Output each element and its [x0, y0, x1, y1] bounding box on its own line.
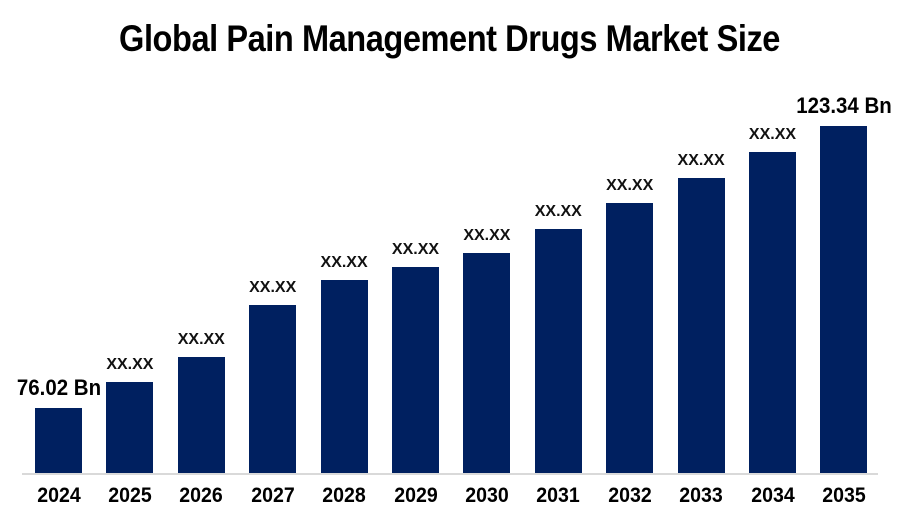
- x-tick-label-2032: 2032: [607, 484, 652, 507]
- bar-2034: [749, 152, 796, 473]
- x-tick-label-2035: 2035: [822, 484, 866, 507]
- x-tick-label-2031: 2031: [536, 484, 581, 507]
- bar-2028: [320, 280, 368, 473]
- x-tick-label-2029: 2029: [393, 484, 438, 507]
- bar-value-label-2034: XX.XX: [748, 126, 797, 143]
- bar-value-label-2030: XX.XX: [463, 227, 511, 244]
- chart-title-text: Global Pain Management Drugs Market Size: [119, 18, 781, 59]
- x-tick-label-2033: 2033: [679, 484, 723, 507]
- bar-2030: [463, 253, 511, 473]
- x-tick-label-2034: 2034: [750, 484, 795, 507]
- x-tick-label-2027: 2027: [250, 484, 295, 507]
- x-tick-label-2025: 2025: [108, 484, 152, 507]
- bar-value-label-2032: XX.XX: [606, 177, 654, 194]
- bar-2026: [177, 357, 225, 473]
- bar-value-label-2033: XX.XX: [677, 152, 725, 169]
- bar-value-label-2024: 76.02 Bn: [16, 375, 101, 400]
- bar-2035: [820, 126, 868, 473]
- bar-2024: [35, 408, 82, 473]
- bar-value-label-2035: 123.34 Bn: [796, 93, 892, 118]
- bar-value-label-2026: XX.XX: [177, 331, 225, 348]
- chart-title: Global Pain Management Drugs Market Size: [0, 18, 900, 60]
- x-tick-label-2030: 2030: [465, 484, 509, 507]
- x-axis-line: [22, 473, 878, 475]
- x-tick-label-2024: 2024: [36, 484, 81, 507]
- bar-value-label-2029: XX.XX: [391, 241, 440, 258]
- bar-value-label-2025: XX.XX: [106, 356, 154, 373]
- bar-value-label-2028: XX.XX: [320, 254, 368, 271]
- bar-2032: [606, 203, 654, 473]
- bar-2031: [534, 229, 582, 473]
- bar-2029: [392, 267, 439, 473]
- bar-2025: [106, 382, 154, 473]
- bar-2027: [249, 305, 297, 473]
- bar-value-label-2031: XX.XX: [534, 203, 582, 220]
- x-tick-label-2026: 2026: [179, 484, 224, 507]
- bar-2033: [677, 178, 725, 473]
- bar-value-label-2027: XX.XX: [249, 279, 297, 296]
- x-tick-label-2028: 2028: [322, 484, 366, 507]
